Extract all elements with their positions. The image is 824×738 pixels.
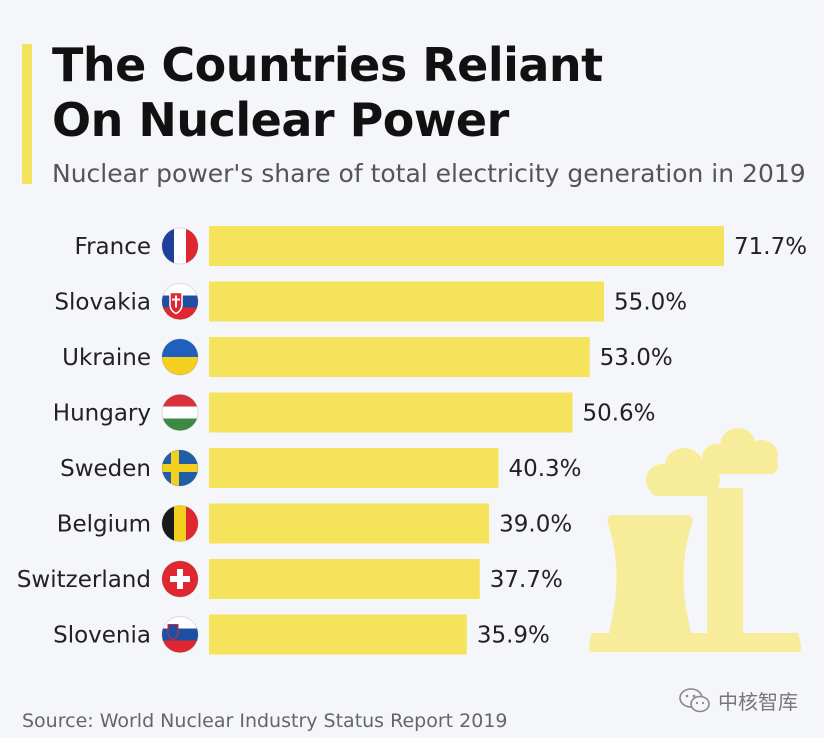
title-line-2: On Nuclear Power [52,93,509,147]
value-label-ukraine: 53.0% [600,345,673,371]
flag-ukraine-icon [161,338,199,376]
category-label-hungary: Hungary [53,401,151,427]
flag-slovakia-icon [161,283,199,320]
flag-sweden-icon [161,449,199,487]
chart-subtitle: Nuclear power's share of total electrici… [52,159,806,188]
bar-ukraine [209,337,590,377]
bar-sweden [209,448,499,488]
value-label-sweden: 40.3% [508,456,581,482]
bar-hungary [209,392,573,433]
value-label-belgium: 39.0% [499,512,572,538]
bar-slovakia [209,281,605,322]
category-label-slovenia: Slovenia [53,623,151,649]
flag-hungary-icon [161,394,199,431]
flag-belgium-icon [161,505,199,542]
title-line-1: The Countries Reliant [52,38,603,92]
category-label-switzerland: Switzerland [17,567,151,593]
bar-slovenia [209,614,467,655]
bar-belgium [209,503,490,544]
bar-switzerland [209,559,480,599]
flag-switzerland-icon [161,560,199,598]
value-label-switzerland: 37.7% [490,567,563,593]
chart-title: The Countries Reliant On Nuclear Power [52,38,603,148]
title-accent-bar [22,44,32,184]
category-label-slovakia: Slovakia [54,290,151,316]
wechat-icon [679,687,710,712]
flag-france-icon [161,227,199,265]
nuclear-plant-cooling-towers-illustration [589,428,801,652]
category-label-ukraine: Ukraine [62,345,151,371]
category-label-belgium: Belgium [57,512,151,538]
category-label-sweden: Sweden [60,456,151,482]
value-label-slovenia: 35.9% [477,623,550,649]
source-note: Source: World Nuclear Industry Status Re… [22,710,508,732]
watermark: 中核智库 [678,686,798,715]
bar-france [209,226,724,266]
watermark-text: 中核智库 [718,690,798,714]
value-label-slovakia: 55.0% [614,290,687,316]
flag-slovenia-icon [161,616,199,653]
value-label-hungary: 50.6% [582,401,655,427]
value-label-france: 71.7% [734,234,807,260]
category-label-france: France [75,234,151,260]
